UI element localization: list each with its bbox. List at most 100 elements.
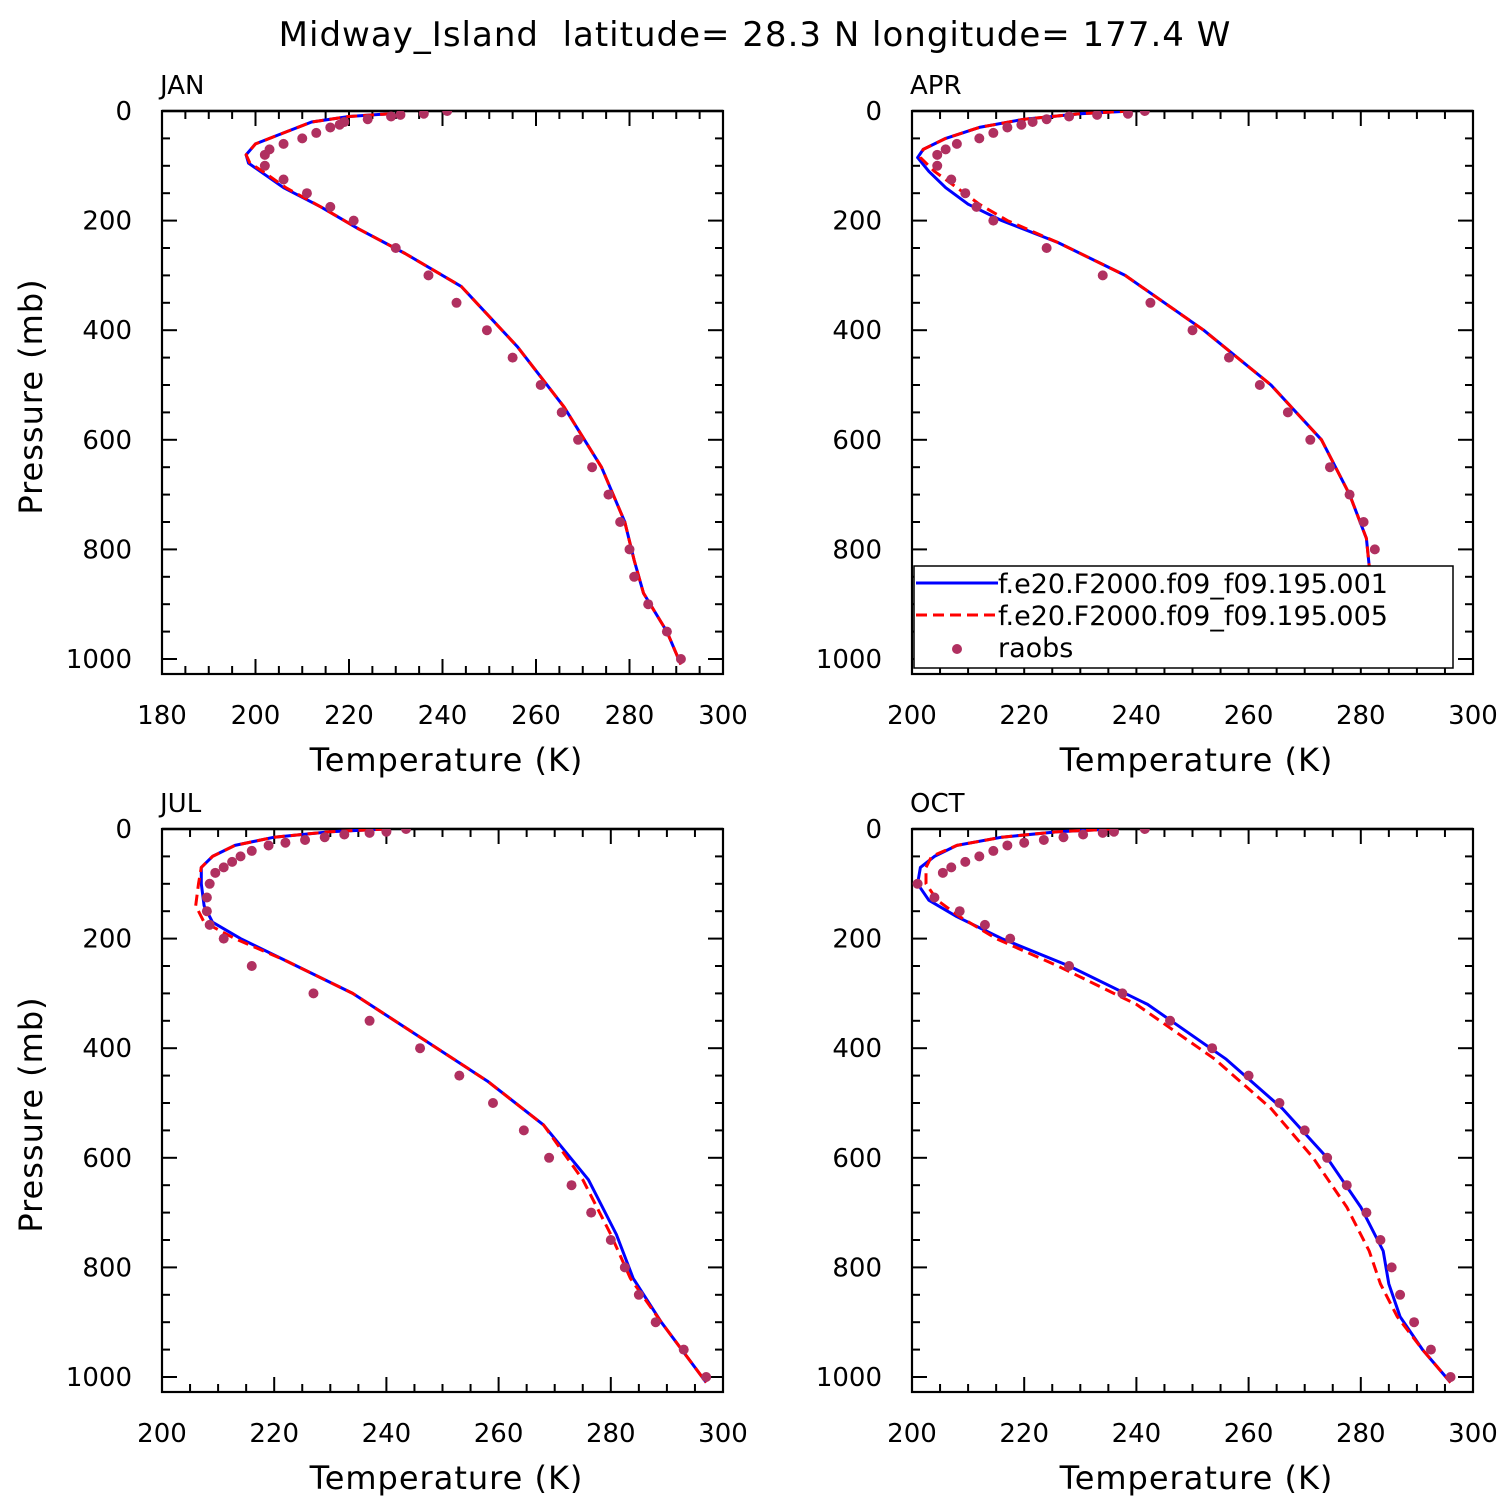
y-axis-label: Pressure (mb) — [12, 278, 50, 514]
x-tick-label: 280 — [605, 701, 655, 731]
raobs-point — [300, 834, 311, 845]
y-tick-label: 0 — [115, 97, 132, 127]
raobs-point — [932, 149, 943, 160]
y-tick-label: 1000 — [66, 645, 132, 675]
x-tick-label: 280 — [1336, 701, 1386, 731]
legend-label: f.e20.F2000.f09_f09.195.001 — [998, 569, 1388, 600]
series-area — [912, 829, 1456, 1384]
raobs-point — [395, 111, 406, 120]
series-area — [194, 829, 712, 1384]
raobs-point — [1322, 1152, 1333, 1163]
x-tick-label: 200 — [137, 1419, 187, 1449]
raobs-point — [1386, 1262, 1397, 1273]
raobs-point — [1223, 352, 1234, 363]
y-tick-label: 1000 — [66, 1363, 132, 1393]
y-tick-label: 0 — [865, 815, 882, 845]
raobs-point — [988, 215, 999, 226]
raobs-point — [1282, 407, 1293, 418]
raobs-point — [227, 856, 238, 867]
x-tick-label: 260 — [1224, 701, 1274, 731]
raobs-point — [204, 878, 215, 889]
raobs-point — [1274, 1098, 1285, 1108]
raobs-point — [308, 988, 319, 999]
raobs-point — [624, 544, 635, 555]
raobs-point — [946, 174, 957, 185]
raobs-point — [1108, 829, 1119, 837]
x-axis-label: Temperature (K) — [309, 1459, 584, 1497]
chart-panel-oct: 200 220 240 260 280 300 0 200 400 600 800 1000 OCT Te… — [816, 789, 1498, 1497]
raobs-point — [280, 837, 291, 848]
raobs-point — [1344, 489, 1355, 500]
raobs-point — [1341, 1180, 1352, 1191]
y-tick-label: 600 — [832, 426, 882, 456]
raobs-point — [587, 462, 598, 473]
x-tick-label: 180 — [137, 701, 187, 731]
raobs-point — [401, 829, 412, 834]
panel-label: OCT — [910, 789, 965, 819]
x-tick-label: 280 — [1336, 1419, 1386, 1449]
raobs-point — [1058, 832, 1069, 843]
raobs-point — [556, 407, 567, 418]
raobs-point — [932, 160, 943, 171]
raobs-point — [246, 845, 257, 856]
x-tick-label: 240 — [1112, 701, 1162, 731]
panel-label: APR — [910, 71, 962, 101]
x-tick-label: 240 — [1112, 1419, 1162, 1449]
raobs-point — [1097, 270, 1108, 281]
x-tick-label: 260 — [511, 701, 561, 731]
raobs-point — [954, 906, 965, 917]
raobs-point — [1064, 961, 1075, 971]
y-tick-label: 800 — [832, 535, 882, 565]
y-tick-label: 200 — [832, 925, 882, 955]
raobs-point — [929, 892, 940, 903]
y-tick-label: 1000 — [816, 1363, 882, 1393]
y-axis-label: Pressure (mb) — [12, 996, 50, 1232]
raobs-point — [507, 352, 518, 363]
raobs-point — [1064, 111, 1075, 122]
series-raobs — [912, 829, 1456, 1382]
series-line-005 — [918, 111, 1424, 666]
series-line-005 — [244, 112, 683, 666]
series-area — [244, 111, 686, 666]
raobs-point — [974, 133, 985, 144]
series-line-001 — [199, 829, 708, 1384]
raobs-point — [1207, 1043, 1218, 1054]
legend-label: f.e20.F2000.f09_f09.195.005 — [998, 601, 1388, 632]
raobs-point — [974, 851, 985, 862]
x-tick-label: 300 — [1448, 1419, 1498, 1449]
legend-label: raobs — [998, 633, 1073, 664]
raobs-point — [701, 1372, 712, 1382]
x-tick-label: 260 — [1224, 1419, 1274, 1449]
raobs-point — [1324, 462, 1335, 473]
raobs-point — [415, 1043, 426, 1054]
raobs-point — [566, 1180, 577, 1191]
raobs-point — [633, 1289, 644, 1300]
raobs-point — [259, 149, 270, 160]
raobs-point — [204, 919, 215, 930]
raobs-point — [535, 380, 546, 390]
panel-label: JUL — [158, 789, 202, 819]
raobs-point — [586, 1207, 597, 1218]
y-tick-label: 200 — [832, 207, 882, 237]
y-tick-label: 400 — [82, 1034, 132, 1064]
raobs-point — [339, 829, 350, 840]
raobs-point — [263, 840, 274, 851]
raobs-point — [619, 1262, 630, 1273]
raobs-point — [381, 829, 392, 837]
raobs-point — [386, 111, 397, 122]
series-line-005 — [924, 829, 1452, 1384]
raobs-point — [1358, 517, 1369, 527]
x-tick-label: 200 — [231, 701, 281, 731]
x-tick-label: 200 — [887, 701, 937, 731]
x-tick-label: 300 — [698, 701, 748, 731]
raobs-point — [629, 571, 640, 582]
y-tick-label: 0 — [865, 97, 882, 127]
plot-frame — [160, 827, 725, 1394]
raobs-point — [1187, 325, 1198, 336]
raobs-point — [278, 138, 289, 149]
raobs-point — [912, 878, 923, 889]
raobs-point — [390, 243, 401, 253]
plot-frame — [910, 827, 1475, 1394]
x-axis-label: Temperature (K) — [1059, 1459, 1334, 1497]
